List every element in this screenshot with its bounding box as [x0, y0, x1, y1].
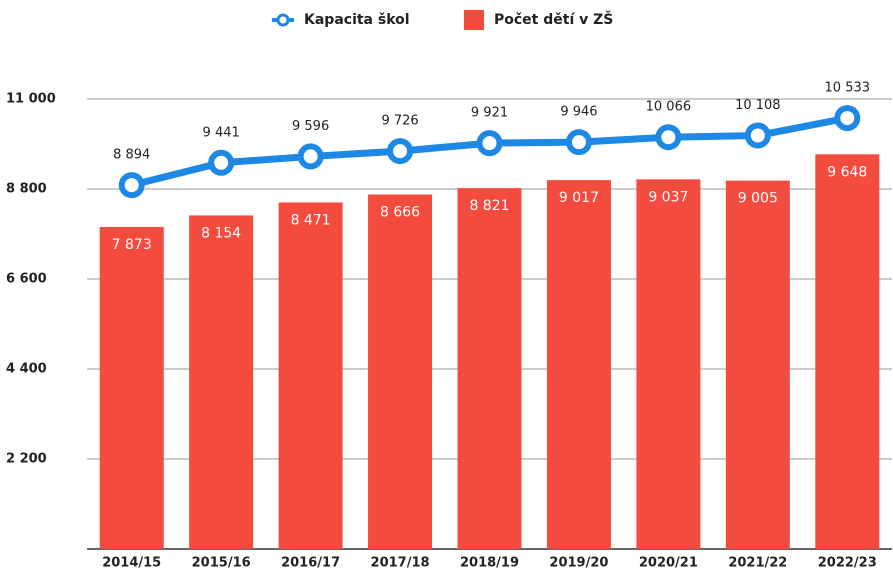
point-label: 10 108: [735, 98, 781, 113]
bar-label: 8 471: [291, 212, 331, 228]
legend-label: Počet dětí v ZŠ: [494, 10, 613, 28]
point: [476, 130, 503, 157]
x-tick-label: 2015/16: [192, 556, 251, 571]
point: [655, 124, 682, 151]
y-tick-label: 11 000: [6, 92, 56, 107]
y-tick-label: 6 600: [6, 272, 47, 287]
x-tick-label: 2018/19: [460, 556, 519, 571]
point-label: 9 946: [560, 105, 597, 120]
bar-label: 9 648: [827, 164, 867, 180]
bar: [457, 188, 522, 549]
point-label: 9 441: [203, 125, 240, 140]
point-label: 9 921: [471, 106, 508, 121]
bar: [815, 154, 880, 550]
x-tick-label: 2022/23: [818, 556, 877, 571]
point-label: 10 066: [646, 100, 692, 115]
x-tick-label: 2020/21: [639, 556, 698, 571]
point: [387, 138, 414, 165]
point: [565, 129, 592, 156]
x-tick-label: 2019/20: [549, 556, 608, 571]
point: [744, 122, 771, 149]
bar: [278, 202, 343, 549]
bar: [368, 194, 433, 549]
point-label: 9 596: [292, 119, 329, 134]
bar-label: 9 005: [738, 191, 778, 207]
bar: [636, 179, 701, 549]
x-tick-label: 2017/18: [371, 556, 430, 571]
bar: [99, 226, 164, 549]
y-tick-label: 2 200: [6, 452, 47, 467]
point-label: 9 726: [381, 114, 418, 129]
point: [297, 143, 324, 170]
x-tick-label: 2014/15: [102, 556, 161, 571]
bar-label: 9 017: [559, 190, 599, 206]
bar-label: 8 154: [201, 225, 241, 241]
bar: [546, 180, 611, 549]
bar: [725, 180, 790, 549]
legend-label: Kapacita škol: [304, 12, 410, 28]
bar: [189, 215, 254, 549]
point-label: 10 533: [825, 81, 871, 96]
point-label: 8 894: [113, 148, 150, 163]
bar-label: 8 666: [380, 204, 420, 220]
point: [208, 149, 235, 176]
y-tick-label: 4 400: [6, 362, 47, 377]
point: [118, 172, 145, 199]
bar-label: 9 037: [648, 189, 688, 205]
bar-label: 7 873: [112, 237, 152, 253]
legend-swatch: [464, 10, 484, 30]
x-tick-label: 2016/17: [281, 556, 340, 571]
legend-swatch: [276, 13, 290, 27]
point: [834, 105, 861, 132]
x-tick-label: 2021/22: [728, 556, 787, 571]
bar-label: 8 821: [469, 198, 509, 214]
y-tick-label: 8 800: [6, 182, 47, 197]
